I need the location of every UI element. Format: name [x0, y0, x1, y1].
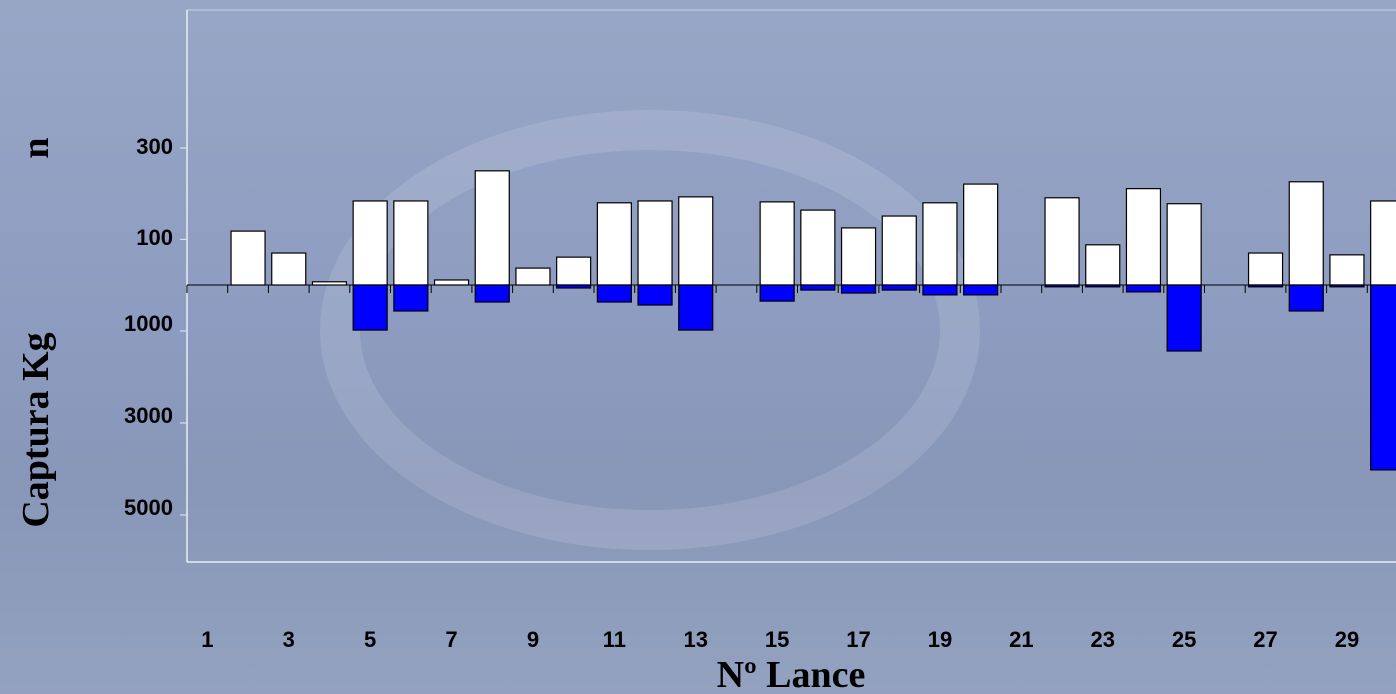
x-tick-label: 7 [445, 627, 457, 652]
bar [515, 267, 551, 286]
bar [678, 196, 714, 286]
y2-tick-label: 1000 [124, 311, 173, 336]
bar [271, 252, 307, 286]
x-tick-label: 13 [684, 627, 708, 652]
x-tick-label: 9 [527, 627, 539, 652]
x-tick-label: 23 [1091, 627, 1115, 652]
bar [352, 284, 388, 331]
x-tick-label: 1 [201, 627, 213, 652]
bar [556, 256, 592, 286]
bar [637, 200, 673, 286]
bar [393, 200, 429, 286]
bar [963, 284, 999, 296]
bar [1247, 252, 1284, 286]
bar [678, 284, 714, 331]
bar [800, 209, 836, 286]
bar [963, 183, 999, 286]
bar [230, 230, 266, 286]
x-tick-label: 3 [283, 627, 295, 652]
bar [1044, 197, 1080, 286]
bar [1085, 244, 1121, 286]
y2-axis-label: Captura Kg [15, 332, 57, 527]
bar [1288, 284, 1324, 312]
bar [800, 284, 836, 291]
bar [922, 284, 958, 296]
x-tick-label: 11 [603, 627, 626, 652]
y-tick-label: 100 [136, 225, 173, 250]
bar [1329, 254, 1365, 286]
y2-tick-label: 3000 [124, 403, 173, 428]
x-tick-label: 29 [1335, 627, 1359, 652]
bar [433, 279, 470, 286]
y-axis-label: n [15, 137, 57, 158]
bar [1125, 188, 1162, 286]
x-tick-label: 27 [1253, 627, 1277, 652]
x-tick-label: 17 [846, 627, 870, 652]
bar [393, 284, 429, 312]
bar [1166, 203, 1202, 286]
bar [1166, 284, 1202, 352]
watermark [320, 110, 980, 550]
bar [1288, 181, 1324, 286]
y-tick-label: 300 [136, 134, 173, 159]
bar [1370, 200, 1396, 286]
bar [759, 284, 795, 302]
bar [1125, 284, 1162, 293]
bar [637, 284, 673, 306]
bar [474, 170, 510, 286]
x-tick-label: 15 [765, 627, 789, 652]
x-axis-label: Nº Lance [717, 654, 866, 694]
x-tick-label: 5 [364, 627, 376, 652]
bar [596, 284, 632, 303]
bar [352, 200, 388, 286]
bar [474, 284, 510, 303]
y2-tick-label: 5000 [124, 495, 173, 520]
bar [596, 202, 632, 286]
bar [881, 215, 917, 286]
bar [840, 227, 877, 286]
bar [759, 201, 795, 286]
x-tick-label: 19 [928, 627, 952, 652]
x-tick-label: 25 [1172, 627, 1196, 652]
x-tick-label: 21 [1009, 627, 1033, 652]
bar [922, 202, 958, 286]
bar [840, 284, 877, 294]
bar [881, 284, 917, 291]
bar [1370, 284, 1396, 471]
